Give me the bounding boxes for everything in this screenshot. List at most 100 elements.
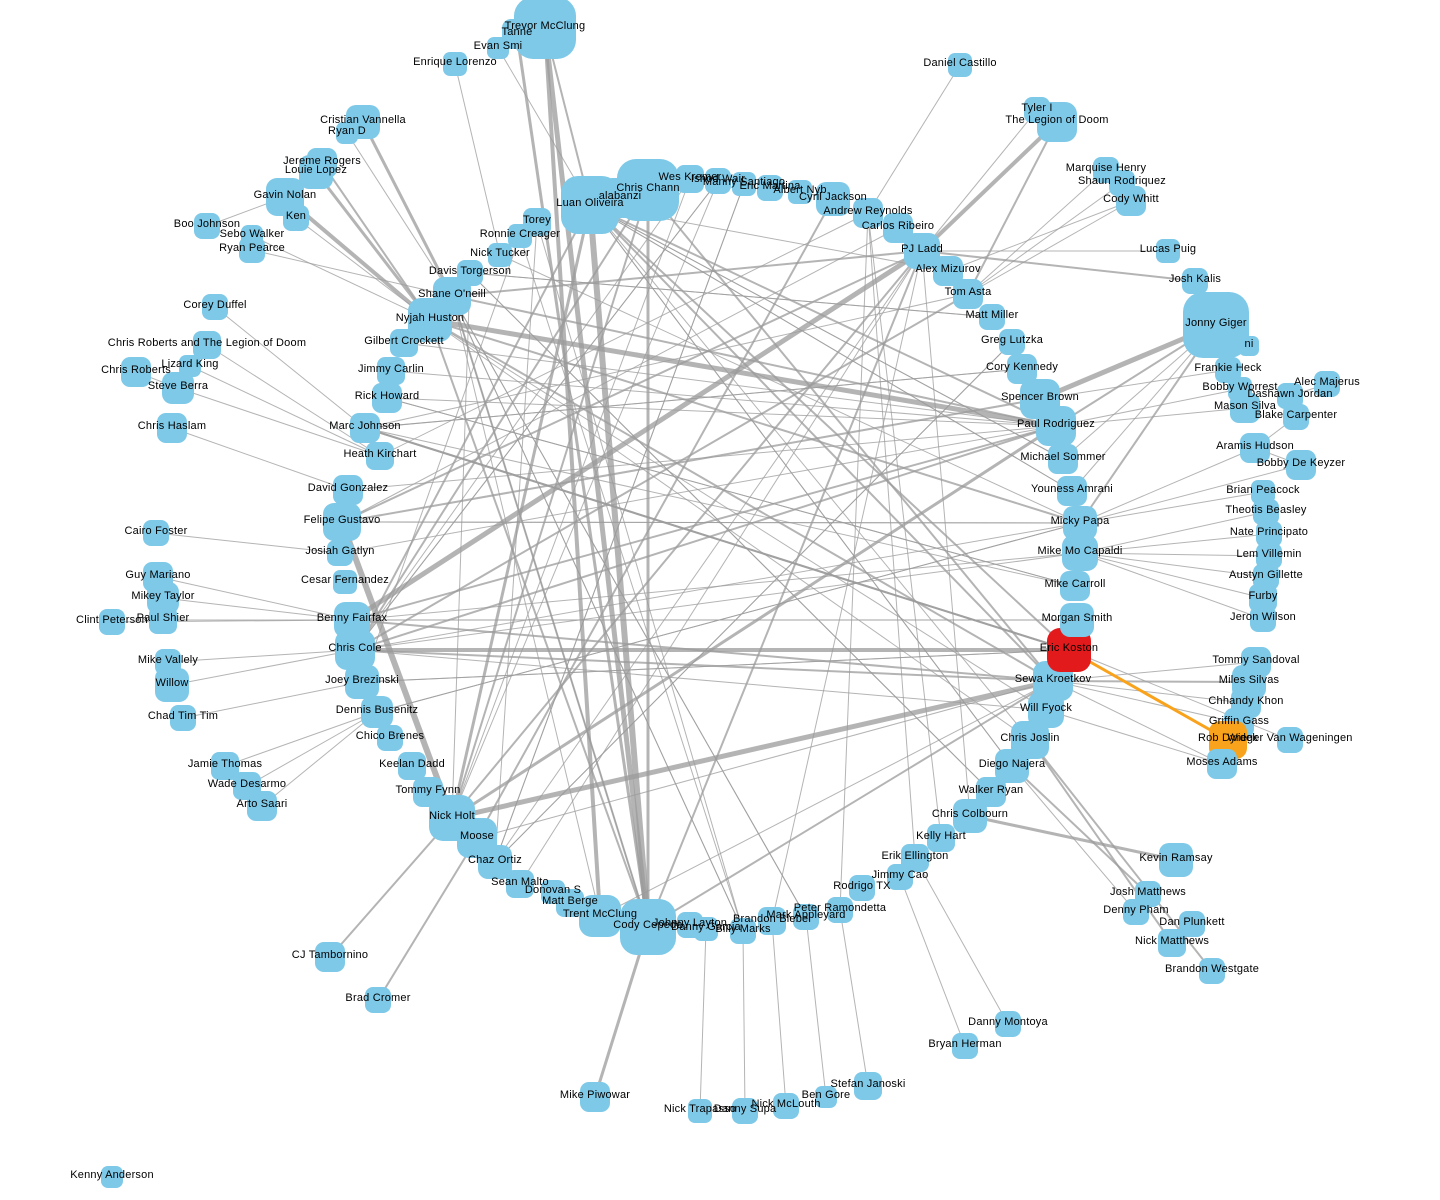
graph-node-erik-ellington[interactable]	[901, 844, 929, 872]
graph-node-joey-brezinski[interactable]	[345, 665, 379, 699]
graph-node-alabanzi[interactable]	[600, 178, 640, 218]
graph-node-keelan-dadd[interactable]	[398, 752, 426, 780]
graph-node-ryan-d[interactable]	[336, 122, 358, 144]
graph-edge	[1055, 407, 1246, 427]
graph-node-michael-sommer[interactable]	[1048, 444, 1078, 474]
graph-node-david-gonzalez[interactable]	[333, 475, 363, 505]
graph-node-aramis-hudson[interactable]	[1240, 433, 1270, 463]
graph-node-steve-berra[interactable]	[162, 372, 194, 404]
graph-node-gilbert-crockett[interactable]	[390, 329, 418, 357]
graph-node-mike-mo-capaldi[interactable]	[1062, 535, 1098, 571]
graph-node-nick-trapasso[interactable]	[688, 1099, 712, 1123]
graph-node-felipe-gustavo[interactable]	[323, 503, 361, 541]
graph-node-boo-johnson[interactable]	[194, 213, 220, 239]
graph-node-ben-gore[interactable]	[815, 1086, 837, 1108]
graph-node-kelly-hart[interactable]	[927, 824, 955, 852]
graph-edge	[499, 254, 1081, 524]
graph-node-kevin-ramsay[interactable]	[1159, 843, 1193, 877]
graph-node-josh-kalis[interactable]	[1182, 268, 1208, 294]
graph-node-chris-roberts-and-the-legion-of-doom[interactable]	[193, 331, 221, 359]
graph-node-enrique-lorenzo[interactable]	[443, 52, 467, 76]
graph-node-brandon-westgate[interactable]	[1199, 958, 1225, 984]
graph-node-paul-shier[interactable]	[149, 606, 177, 634]
graph-node-nick-matthews[interactable]	[1158, 929, 1186, 957]
graph-node-brad-cromer[interactable]	[365, 987, 391, 1013]
graph-node-nate-principato[interactable]	[1256, 521, 1282, 547]
graph-node-ishod-wair[interactable]	[705, 168, 731, 194]
graph-node-wieger-van-wageningen[interactable]	[1277, 727, 1303, 753]
graph-node-cody-whitt[interactable]	[1116, 186, 1146, 216]
graph-node-andrew-reynolds[interactable]	[853, 198, 883, 228]
graph-node-cory-kennedy[interactable]	[1007, 354, 1037, 384]
graph-node-cairo-foster[interactable]	[143, 520, 169, 546]
graph-node-evan-smi[interactable]	[487, 37, 509, 59]
graph-node-the-legion-of-doom[interactable]	[1037, 102, 1077, 142]
graph-node-chris-cole[interactable]	[335, 630, 375, 670]
graph-node-jimmy-carlin[interactable]	[377, 357, 405, 385]
graph-node-eric-martina[interactable]	[757, 175, 783, 201]
graph-node-moses-adams[interactable]	[1207, 749, 1237, 779]
graph-node-rodrigo-tx[interactable]	[849, 875, 875, 901]
graph-node-alec-majerus[interactable]	[1314, 371, 1340, 397]
graph-node-cesar-fernandez[interactable]	[333, 570, 357, 594]
graph-node-josiah-gatlyn[interactable]	[327, 540, 353, 566]
graph-node-corey-duffel[interactable]	[202, 294, 228, 320]
graph-node-morgan-smith[interactable]	[1060, 603, 1094, 637]
graph-node-stefan-janoski[interactable]	[854, 1072, 882, 1100]
graph-node-cyril-jackson[interactable]	[816, 182, 850, 216]
graph-node-ryan-pearce[interactable]	[239, 237, 265, 263]
graph-node-danny-supa[interactable]	[732, 1098, 758, 1124]
graph-node-bryan-herman[interactable]	[952, 1033, 978, 1059]
graph-node-denny-pham[interactable]	[1123, 899, 1149, 925]
graph-node-chico-brenes[interactable]	[377, 725, 403, 751]
graph-edge	[967, 200, 1132, 295]
graph-node-lizard-king[interactable]	[179, 355, 201, 377]
graph-node-cody-cepeda[interactable]	[620, 899, 676, 955]
graph-node-arto-saari[interactable]	[247, 791, 277, 821]
graph-node-danny-garcia[interactable]	[694, 917, 718, 941]
graph-node-jonny-giger[interactable]	[1183, 292, 1249, 358]
graph-node-ken[interactable]	[283, 205, 309, 231]
graph-node-ronnie-creager[interactable]	[508, 224, 532, 248]
graph-node-lucas-puig[interactable]	[1156, 239, 1180, 263]
graph-node-manny-santiago[interactable]	[732, 172, 756, 196]
graph-node-chris-roberts[interactable]	[121, 357, 151, 387]
graph-node-rick-howard[interactable]	[372, 383, 402, 413]
graph-node-mike-piwowar[interactable]	[580, 1082, 610, 1112]
graph-node-dennis-busenitz[interactable]	[361, 696, 393, 728]
graph-node-mark-appleyard[interactable]	[793, 904, 819, 930]
graph-node-heath-kirchart[interactable]	[366, 442, 394, 470]
graph-node-theotis-beasley[interactable]	[1253, 499, 1279, 525]
graph-node-youness-amrani[interactable]	[1057, 476, 1087, 506]
graph-node-peter-ramondetta[interactable]	[827, 897, 853, 923]
graph-node-trent-mcclung[interactable]	[579, 895, 621, 937]
graph-node-carlos-ribeiro[interactable]	[883, 213, 913, 243]
graph-node-bobby-de-keyzer[interactable]	[1286, 450, 1316, 480]
graph-node-spencer-brown[interactable]	[1020, 379, 1060, 419]
graph-node-chris-haslam[interactable]	[157, 413, 187, 443]
graph-node-brandon-biebel[interactable]	[758, 907, 786, 935]
graph-node-matt-miller[interactable]	[979, 304, 1005, 330]
graph-node-blake-carpenter[interactable]	[1283, 404, 1309, 430]
graph-node-albert-nyb[interactable]	[788, 180, 812, 204]
graph-node-sean-malto[interactable]	[506, 870, 534, 898]
graph-node-nick-tucker[interactable]	[488, 243, 512, 267]
graph-node-micky-papa[interactable]	[1063, 506, 1097, 540]
graph-node-ni[interactable]	[1239, 336, 1259, 356]
graph-node-chad-tim-tim[interactable]	[170, 705, 196, 731]
graph-node-wes-kremer[interactable]	[676, 165, 704, 193]
graph-node-danny-montoya[interactable]	[995, 1011, 1021, 1037]
graph-node-marc-johnson[interactable]	[350, 413, 380, 443]
graph-node-kenny-anderson[interactable]	[101, 1166, 123, 1188]
graph-node-mike-carroll[interactable]	[1060, 571, 1090, 601]
graph-node-cj-tambornino[interactable]	[315, 942, 345, 972]
graph-node-jeron-wilson[interactable]	[1250, 606, 1276, 632]
graph-node-willow[interactable]	[155, 668, 189, 702]
graph-node-greg-lutzka[interactable]	[999, 329, 1025, 355]
graph-node-louie-lopez[interactable]	[299, 155, 333, 189]
graph-node-daniel-castillo[interactable]	[948, 53, 972, 77]
graph-node-mason-silva[interactable]	[1230, 393, 1260, 423]
graph-node-nick-mclouth[interactable]	[773, 1093, 799, 1119]
graph-node-clint-peterson[interactable]	[99, 609, 125, 635]
graph-node-billy-marks[interactable]	[730, 918, 756, 944]
